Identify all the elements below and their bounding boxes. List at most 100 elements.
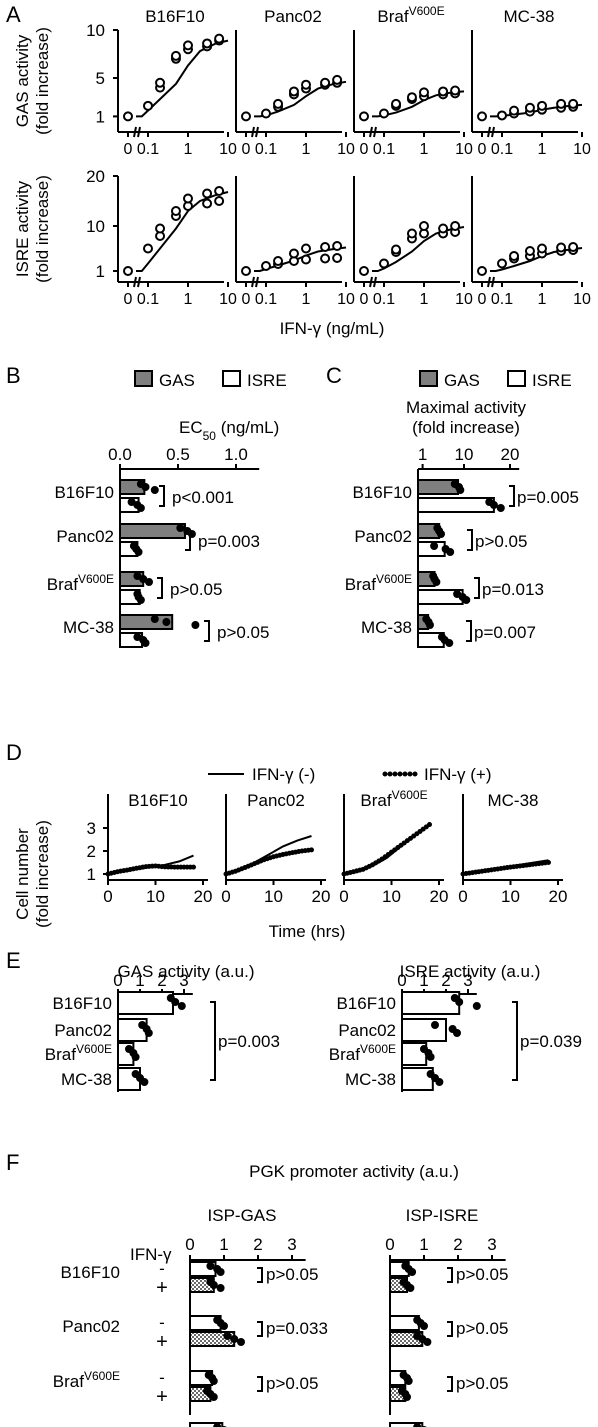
point-ifn-plus [404, 838, 410, 844]
x-tick-label: 10 [501, 887, 520, 906]
cell-line-label: MC-38 [61, 1070, 112, 1089]
cell-line-label: MC-38 [487, 791, 538, 810]
data-point [202, 198, 213, 209]
significance-bracket [257, 1376, 263, 1392]
data-point [524, 246, 535, 256]
data-point [391, 244, 402, 255]
data-point [472, 1002, 481, 1010]
x-tick-label: 1 [420, 141, 429, 158]
data-point [301, 243, 311, 254]
data-point [191, 621, 200, 629]
data-point [426, 1053, 435, 1061]
cell-line-label: BrafV600E [329, 1042, 396, 1064]
data-point [144, 1029, 153, 1037]
data-point [288, 86, 299, 97]
cell-line-label: MC-38 [345, 1070, 396, 1089]
data-point [241, 111, 251, 122]
data-point [332, 241, 343, 251]
y-tick-label: 10 [86, 21, 105, 40]
legend-label: GAS [159, 371, 195, 390]
legend-swatch-isre [222, 370, 241, 387]
data-point [150, 615, 159, 623]
data-point [556, 242, 567, 253]
cell-line-label: MC-38 [503, 7, 554, 26]
data-point [419, 87, 429, 98]
data-point [332, 74, 343, 85]
axis-break [133, 126, 137, 138]
data-point [437, 530, 445, 538]
cell-line-label: B16F10 [352, 483, 412, 502]
axis-break [133, 276, 137, 288]
x-tick-label: 2 [453, 1235, 462, 1254]
point-ifn-plus [420, 826, 426, 832]
x-tick-label: 0 [185, 1235, 194, 1254]
x-tick-label: 3 [487, 1235, 496, 1254]
data-point [206, 1262, 215, 1270]
data-point [162, 618, 171, 626]
significance-bracket [210, 1001, 216, 1081]
data-point [432, 578, 441, 586]
data-point [431, 1021, 439, 1029]
data-point [568, 242, 579, 252]
p-value-label: p<0.001 [172, 488, 234, 507]
legend-label: GAS [444, 371, 480, 390]
point-ifn-plus [414, 831, 420, 837]
x-tick-label: 3 [287, 1235, 296, 1254]
data-point [438, 86, 449, 97]
data-point [450, 221, 461, 231]
point-ifn-plus [395, 845, 401, 851]
data-point [155, 77, 166, 88]
data-point [143, 100, 153, 111]
point-ifn-plus [423, 824, 429, 830]
data-point [320, 77, 331, 88]
cell-line-label: Panc02 [62, 1317, 120, 1336]
bar-gas [119, 614, 174, 630]
data-point [497, 110, 507, 121]
data-point [406, 92, 417, 103]
axis-break [373, 276, 377, 288]
legend-line-dotted [412, 771, 418, 777]
data-point [320, 242, 331, 252]
data-point [223, 1332, 232, 1340]
data-point [261, 261, 271, 271]
x-tick-label: 1.0 [224, 445, 248, 464]
data-point [509, 105, 520, 116]
data-point [556, 98, 567, 109]
axis-break [487, 276, 491, 288]
data-point [438, 223, 449, 234]
data-point [408, 1268, 417, 1276]
x-tick-label: 10 [264, 887, 283, 906]
data-point [214, 33, 225, 44]
x-tick-label: 0.1 [137, 291, 159, 308]
panel-letter-E: E [6, 948, 21, 973]
significance-bracket [204, 620, 210, 642]
data-point [141, 639, 150, 647]
data-point [489, 501, 498, 509]
axis-break [137, 276, 141, 288]
data-point [445, 639, 454, 647]
axis-break [251, 126, 255, 138]
data-point [136, 504, 145, 512]
legend-label: IFN-γ (-) [252, 765, 315, 784]
sign-minus: - [159, 1259, 165, 1278]
data-point [406, 1284, 415, 1292]
x-tick-label: 0 [113, 971, 122, 990]
cell-line-label: MC-38 [63, 618, 114, 637]
y-tick-label: 2 [87, 842, 96, 861]
x-tick-label: 0.1 [373, 291, 395, 308]
axis-break [487, 126, 491, 138]
p-value-label: p=0.033 [266, 1319, 328, 1338]
significance-bracket [447, 1321, 453, 1337]
panel-letter-B: B [6, 363, 21, 388]
significance-bracket [509, 485, 515, 507]
data-point [420, 1322, 428, 1330]
chart-title: (fold increase) [412, 418, 520, 437]
x-tick-label: 0 [124, 141, 133, 158]
x-tick-label: 10 [219, 291, 237, 308]
data-point [413, 1423, 422, 1427]
data-point [301, 254, 311, 265]
cell-line-label: BrafV600E [345, 572, 412, 594]
data-point [202, 188, 213, 199]
p-value-label: p>0.05 [456, 1374, 508, 1393]
bar-isre [417, 497, 495, 513]
